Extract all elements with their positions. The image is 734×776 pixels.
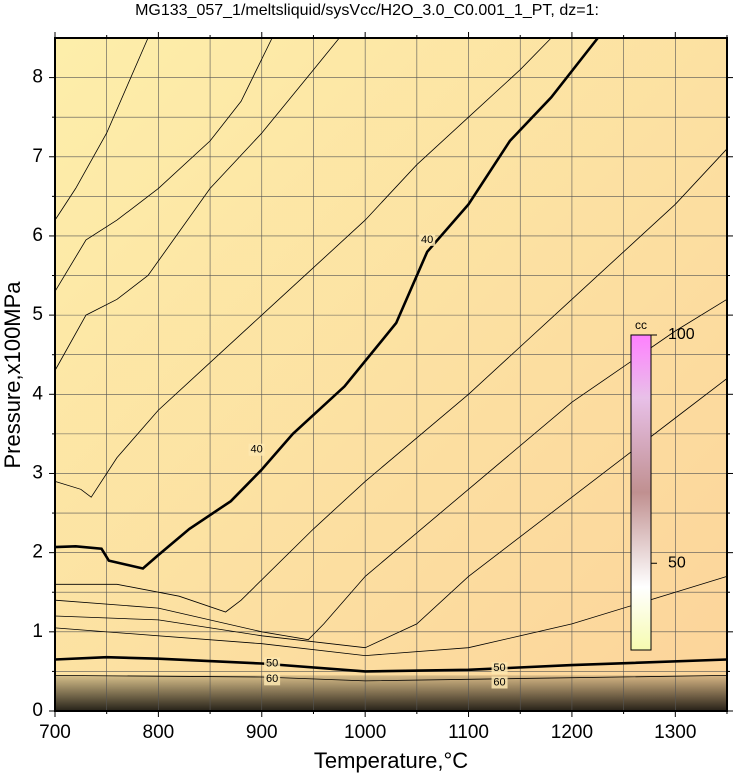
contour-label-bg (248, 443, 265, 456)
x-tick-label: 1200 (551, 722, 593, 743)
y-tick-label: 3 (32, 462, 43, 483)
y-tick-label: 5 (32, 304, 43, 325)
contour-label: 50 (493, 662, 505, 674)
x-tick-label: 1100 (448, 722, 489, 743)
x-tick-label: 800 (143, 722, 175, 743)
contour-line (55, 148, 728, 613)
contour-label-bg (419, 233, 436, 246)
y-tick-label: 7 (32, 146, 43, 167)
x-tick-label: 1000 (344, 722, 386, 743)
contour-line (54, 298, 728, 641)
colorbar-tick-label: 100 (668, 326, 695, 343)
contour-label-bg (264, 673, 281, 686)
y-axis-label: Pressure,x100MPa (0, 281, 25, 469)
x-tick-label: 700 (39, 722, 71, 743)
y-tick-label: 0 (32, 700, 43, 721)
contour-label: 40 (421, 234, 433, 246)
contour-line (54, 37, 552, 498)
contour-line (54, 655, 728, 673)
x-tick-label: 900 (246, 722, 278, 743)
chart-title: MG133_057_1/meltsliquid/sysVcc/H2O_3.0_C… (135, 2, 599, 19)
contour-label: 40 (250, 444, 262, 456)
x-axis-label: Temperature,°C (314, 748, 468, 773)
colorbar-label: cc (635, 318, 647, 332)
colorbar (630, 334, 652, 651)
contour-label: 50 (266, 657, 278, 669)
y-tick-label: 6 (32, 225, 43, 246)
y-tick-label: 4 (32, 383, 43, 404)
contour-line (54, 37, 273, 292)
contour-line (54, 37, 599, 570)
plot-frame (54, 37, 728, 712)
plot-background (55, 38, 727, 711)
contour-line (54, 37, 340, 371)
contour-label-bg (491, 662, 508, 675)
y-tick-label: 2 (32, 542, 43, 563)
dense-contour-band (55, 675, 727, 711)
contour-line (54, 37, 149, 221)
contour-line (54, 675, 728, 682)
contour-label-bg (491, 676, 508, 689)
contour-label: 60 (266, 673, 278, 685)
colorbar-tick-label: 50 (668, 554, 686, 571)
contour-line (54, 576, 728, 657)
y-tick-label: 8 (32, 67, 43, 88)
y-tick-label: 1 (32, 621, 43, 642)
x-tick-label: 1300 (654, 722, 696, 743)
contour-label-bg (264, 657, 281, 670)
contour-label: 60 (493, 676, 505, 688)
